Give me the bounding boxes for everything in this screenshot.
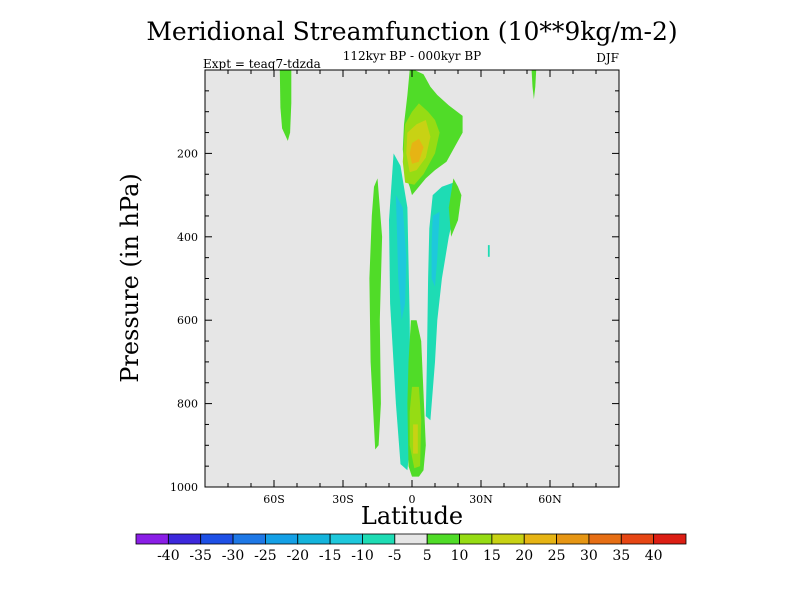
colorbar: -40 -35 -30 -25 -20 -15 -10 -5 5 10 15 20 25 30 35 40 (135, 533, 687, 564)
colorbar-swatch (620, 533, 655, 545)
x-tick-label: 0 (409, 493, 416, 506)
colorbar-label: -40 (157, 548, 180, 564)
y-tick-label: 600 (177, 314, 198, 327)
colorbar-label: 30 (580, 548, 598, 564)
contour-sh-pos-strip (369, 178, 383, 450)
contour-nh-small-neg-dot (487, 245, 490, 257)
colorbar-swatch (200, 533, 234, 545)
chart-title: Meridional Streamfunction (10**9kg/m-2) (146, 17, 677, 46)
colorbar-label: 25 (548, 548, 566, 564)
colorbar-swatch (329, 533, 363, 545)
subtitle-left: Expt = teaq7-tdzda (203, 57, 321, 71)
y-tick-label: 400 (177, 231, 198, 244)
colorbar-swatch (232, 533, 266, 545)
colorbar-swatch (556, 533, 590, 545)
colorbar-label: -15 (319, 548, 342, 564)
contour-nh-highlat-pos-blob (531, 70, 537, 100)
contour-highlat-neg-blob (279, 70, 292, 141)
colorbar-swatch (459, 533, 493, 545)
colorbar-swatch (167, 533, 202, 545)
x-tick-label: 30N (469, 493, 493, 506)
colorbar-label: 20 (515, 548, 533, 564)
subtitle-right: DJF (596, 51, 619, 65)
colorbar-swatch (135, 533, 169, 545)
colorbar-swatch (297, 533, 331, 545)
x-axis-title: Latitude (361, 502, 463, 530)
contour-sh-neg-cell-core (395, 195, 407, 321)
colorbar-label: 10 (451, 548, 469, 564)
axis-ticks: 60S 30S 0 30N 60N 200 400 600 800 1000 (170, 70, 619, 506)
colorbar-label: 40 (645, 548, 663, 564)
colorbar-swatch (523, 533, 557, 545)
contour-nh-pos-strip-right (448, 178, 462, 237)
colorbar-label: -35 (189, 548, 212, 564)
colorbar-swatch (491, 533, 525, 545)
colorbar-swatch (394, 533, 428, 545)
colorbar-swatch (653, 533, 687, 545)
colorbar-swatch (265, 533, 299, 545)
x-tick-label: 60S (263, 493, 285, 506)
y-axis-title: Pressure (in hPa) (116, 173, 144, 383)
contour-eq-lower-core (413, 424, 418, 454)
x-tick-label: 30S (332, 493, 354, 506)
colorbar-label: -20 (286, 548, 309, 564)
colorbar-label: 5 (423, 548, 432, 564)
y-tick-label: 1000 (170, 481, 198, 494)
colorbar-swatch (588, 533, 622, 545)
colorbar-label: 15 (483, 548, 501, 564)
colorbar-swatch (362, 533, 396, 545)
contour-sh-neg-cell-outer (389, 153, 411, 471)
contour-nh-upper-max (409, 138, 424, 164)
subtitle-center: 112kyr BP - 000kyr BP (343, 49, 481, 63)
y-tick-label: 200 (177, 147, 198, 160)
colorbar-label: -5 (388, 548, 402, 564)
contour-fills (279, 70, 537, 477)
colorbar-label: 35 (612, 548, 630, 564)
colorbar-swatch (426, 533, 460, 545)
colorbar-label: -30 (222, 548, 245, 564)
x-tick-label: 60N (538, 493, 562, 506)
y-tick-label: 800 (177, 398, 198, 411)
contour-nh-neg-cell-core (431, 211, 440, 287)
plot-frame (204, 69, 620, 488)
colorbar-label: -25 (254, 548, 277, 564)
colorbar-label: -10 (351, 548, 374, 564)
